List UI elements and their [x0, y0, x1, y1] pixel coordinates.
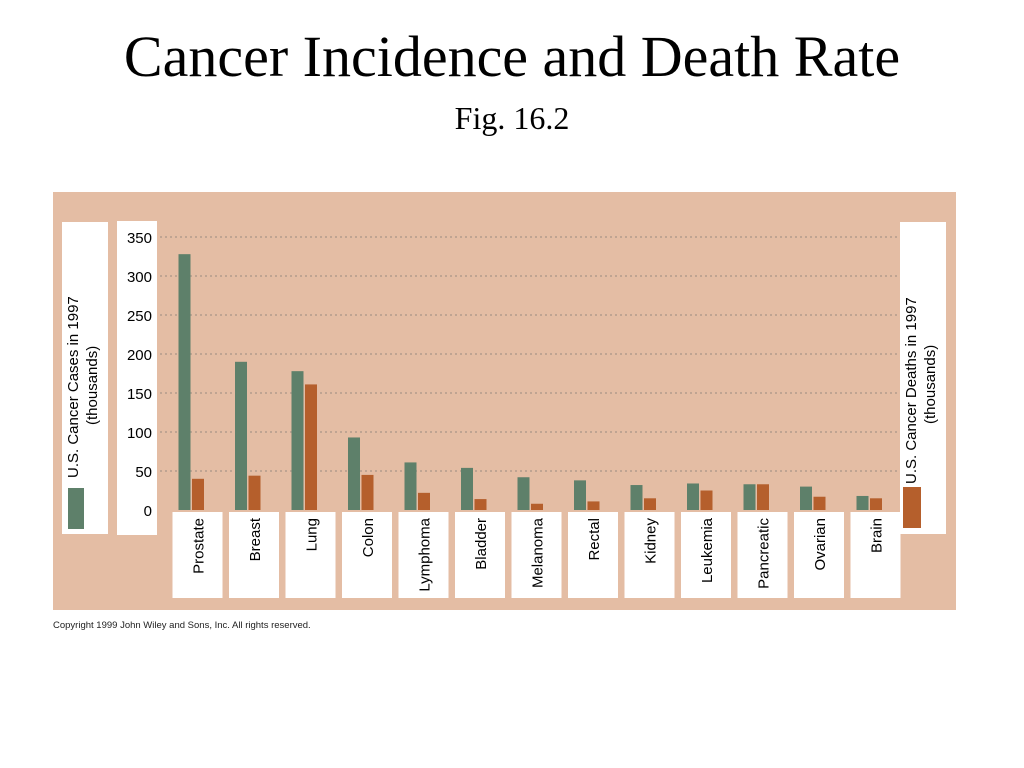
bar-cases-breast — [235, 361, 247, 510]
left-axis-label-box — [62, 222, 108, 534]
bar-deaths-colon — [361, 474, 374, 510]
y-tick-label: 50 — [135, 464, 152, 481]
bar-cases-lymphoma — [404, 462, 417, 510]
category-label-box — [511, 512, 562, 598]
category-label-lung: Lung — [304, 518, 321, 551]
bar-cases-kidney — [630, 485, 643, 510]
category-label-box — [172, 512, 223, 598]
bar-cases-leukemia — [687, 483, 699, 510]
category-label-bladder: Bladder — [473, 518, 490, 570]
bar-deaths-brain — [870, 498, 882, 510]
bar-deaths-lung — [305, 384, 317, 510]
legend-swatch-cases — [68, 488, 84, 529]
right-axis-label-line2: (thousands) — [922, 345, 939, 424]
category-label-box — [342, 512, 392, 598]
page-title: Cancer Incidence and Death Rate — [123, 24, 901, 89]
category-label-leukemia: Leukemia — [699, 517, 716, 583]
y-tick-label: 350 — [127, 230, 152, 247]
category-label-box — [794, 512, 844, 598]
category-label-ovarian: Ovarian — [812, 518, 829, 571]
bar-cases-colon — [348, 437, 360, 510]
y-tick-label: 300 — [127, 269, 152, 286]
bar-cases-ovarian — [800, 486, 812, 510]
y-tick-label-box — [117, 221, 157, 535]
bar-deaths-breast — [248, 475, 261, 510]
category-label-box — [568, 512, 618, 598]
category-label-box — [737, 512, 788, 598]
bar-deaths-pancreatic — [757, 484, 769, 510]
y-tick-label: 200 — [127, 347, 152, 364]
right-axis-label-line1: U.S. Cancer Deaths in 1997 — [903, 297, 920, 484]
right-axis-label-box — [900, 222, 946, 534]
category-label-box — [681, 512, 731, 598]
category-label-box — [285, 512, 336, 598]
category-label-pancreatic: Pancreatic — [756, 518, 773, 589]
category-label-box — [455, 512, 505, 598]
y-tick-label: 150 — [127, 386, 152, 403]
y-tick-label: 0 — [144, 503, 152, 520]
bar-cases-bladder — [461, 467, 473, 510]
category-label-box — [229, 512, 279, 598]
bar-deaths-lymphoma — [418, 492, 430, 510]
category-label-kidney: Kidney — [643, 518, 660, 564]
category-label-melanoma: Melanoma — [530, 517, 547, 588]
bar-deaths-bladder — [474, 499, 487, 510]
figure-number: Fig. 16.2 — [454, 100, 570, 136]
left-axis-label-line1: U.S. Cancer Cases in 1997 — [65, 296, 82, 478]
bar-deaths-kidney — [644, 498, 656, 510]
copyright-notice: Copyright 1999 John Wiley and Sons, Inc.… — [53, 620, 311, 631]
bar-deaths-melanoma — [531, 503, 543, 510]
category-label-colon: Colon — [360, 518, 377, 557]
y-tick-label: 250 — [127, 308, 152, 325]
bar-cases-brain — [856, 495, 869, 510]
category-label-breast: Breast — [247, 517, 264, 561]
bar-cases-pancreatic — [743, 484, 756, 510]
bar-deaths-leukemia — [700, 490, 713, 510]
left-axis-label-line2: (thousands) — [84, 346, 101, 425]
category-label-lymphoma: Lymphoma — [417, 517, 434, 591]
category-label-brain: Brain — [869, 518, 886, 553]
bar-deaths-ovarian — [813, 496, 826, 510]
bar-deaths-rectal — [587, 501, 600, 510]
y-tick-label: 100 — [127, 425, 152, 442]
legend-swatch-deaths — [903, 487, 921, 528]
bar-cases-rectal — [574, 480, 586, 510]
bar-cases-prostate — [178, 254, 191, 510]
category-label-box — [624, 512, 675, 598]
bar-cases-lung — [291, 371, 304, 510]
category-label-box — [850, 512, 901, 598]
category-label-box — [398, 512, 449, 598]
category-label-rectal: Rectal — [586, 518, 603, 561]
bar-cases-melanoma — [517, 477, 530, 510]
category-label-prostate: Prostate — [191, 518, 208, 574]
bar-deaths-prostate — [192, 478, 204, 510]
